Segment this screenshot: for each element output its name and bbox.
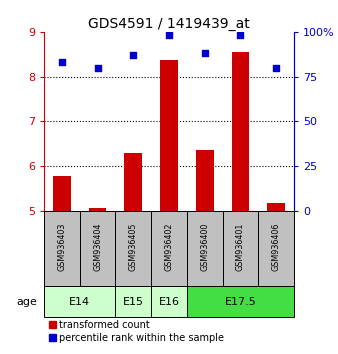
Bar <box>124 154 142 211</box>
Point <box>202 51 208 56</box>
Bar <box>196 150 214 211</box>
Bar <box>258 211 294 286</box>
Title: GDS4591 / 1419439_at: GDS4591 / 1419439_at <box>88 17 250 31</box>
Text: GSM936403: GSM936403 <box>57 223 66 271</box>
Text: GSM936404: GSM936404 <box>93 223 102 271</box>
Legend: transformed count, percentile rank within the sample: transformed count, percentile rank withi… <box>49 320 224 343</box>
Bar <box>187 286 294 317</box>
Bar <box>187 211 223 286</box>
Bar <box>53 176 71 211</box>
Bar <box>80 211 115 286</box>
Bar <box>44 211 80 286</box>
Point <box>130 52 136 58</box>
Bar <box>151 211 187 286</box>
Text: E16: E16 <box>159 297 179 307</box>
Point <box>166 33 172 38</box>
Text: age: age <box>17 297 38 307</box>
Point <box>95 65 100 70</box>
Bar <box>232 52 249 211</box>
Text: E17.5: E17.5 <box>224 297 256 307</box>
Bar <box>223 211 258 286</box>
Text: E15: E15 <box>123 297 144 307</box>
Bar <box>115 211 151 286</box>
Text: GSM936405: GSM936405 <box>129 223 138 271</box>
Text: GSM936401: GSM936401 <box>236 223 245 271</box>
Text: GSM936402: GSM936402 <box>165 223 173 271</box>
Bar <box>267 203 285 211</box>
Bar <box>160 59 178 211</box>
Text: GSM936406: GSM936406 <box>272 223 281 271</box>
Point <box>273 65 279 70</box>
Bar <box>151 286 187 317</box>
Text: E14: E14 <box>69 297 90 307</box>
Bar <box>89 209 106 211</box>
Text: GSM936400: GSM936400 <box>200 223 209 271</box>
Point <box>59 59 65 65</box>
Bar <box>44 286 115 317</box>
Bar <box>115 286 151 317</box>
Point <box>238 33 243 38</box>
